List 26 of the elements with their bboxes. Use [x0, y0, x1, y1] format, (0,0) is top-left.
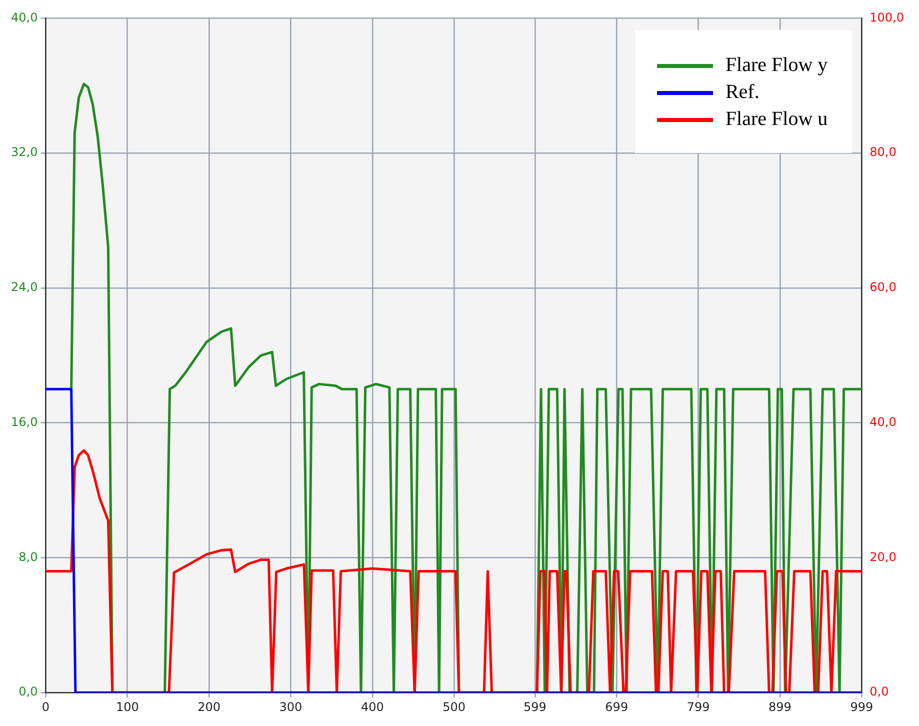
x-tick-label: 899: [768, 700, 792, 714]
x-tick-label: 100: [116, 700, 139, 714]
y2-tick-label: 0,0: [870, 684, 889, 699]
legend-label: Ref.: [725, 81, 760, 104]
legend-label: Flare Flow y: [725, 54, 828, 78]
y-tick-label: 40,0: [11, 10, 38, 24]
x-tick-label: 200: [198, 700, 221, 714]
x-tick-label: 300: [279, 700, 302, 714]
x-tick-label: 599: [523, 700, 546, 714]
y2-tick-label: 60,0: [870, 280, 896, 294]
x-tick-label: 699: [605, 700, 628, 714]
y-tick-label: 16,0: [11, 414, 38, 429]
y2-tick-label: 20,0: [870, 550, 896, 564]
y2-tick-label: 80,0: [870, 145, 896, 160]
legend-label: Flare Flow u: [725, 108, 828, 132]
y2-tick-label: 100,0: [870, 10, 904, 24]
x-tick-label: 400: [360, 700, 384, 714]
x-tick-label: 500: [442, 700, 466, 714]
y-tick-label: 0,0: [18, 684, 38, 699]
x-tick-label: 999: [850, 700, 874, 714]
x-tick-label: 0: [42, 700, 50, 714]
y-tick-label: 8,0: [18, 550, 38, 564]
x-tick-label: 799: [686, 700, 710, 714]
y2-tick-label: 40,0: [870, 414, 896, 429]
y-tick-label: 32,0: [11, 145, 38, 160]
y-tick-label: 24,0: [11, 280, 38, 294]
